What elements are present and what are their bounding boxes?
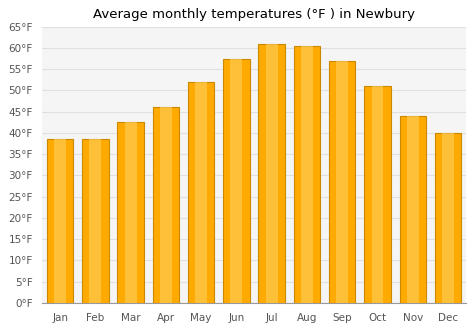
- Bar: [301, 46, 313, 303]
- Bar: [336, 61, 348, 303]
- Bar: [364, 86, 391, 303]
- Bar: [153, 108, 179, 303]
- Bar: [442, 133, 454, 303]
- Bar: [400, 116, 426, 303]
- Bar: [160, 108, 172, 303]
- Bar: [223, 59, 250, 303]
- Bar: [188, 82, 214, 303]
- Bar: [329, 61, 356, 303]
- Title: Average monthly temperatures (°F ) in Newbury: Average monthly temperatures (°F ) in Ne…: [93, 8, 415, 21]
- Bar: [294, 46, 320, 303]
- Bar: [125, 122, 137, 303]
- Bar: [258, 44, 285, 303]
- Bar: [47, 139, 73, 303]
- Bar: [54, 139, 66, 303]
- Bar: [435, 133, 461, 303]
- Bar: [118, 122, 144, 303]
- Bar: [407, 116, 419, 303]
- Bar: [82, 139, 109, 303]
- Bar: [230, 59, 242, 303]
- Bar: [266, 44, 278, 303]
- Bar: [372, 86, 383, 303]
- Bar: [90, 139, 101, 303]
- Bar: [195, 82, 207, 303]
